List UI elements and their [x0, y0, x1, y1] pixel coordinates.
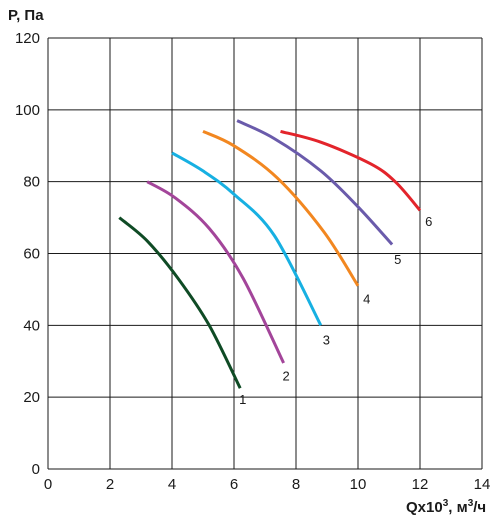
x-tick-label: 10	[350, 476, 367, 493]
curve-label-2: 2	[283, 369, 290, 384]
series-line-6	[280, 129, 422, 212]
x-axis-title-unit-exp: 3	[468, 498, 474, 509]
y-tick-label: 40	[23, 317, 40, 334]
series-line-4	[202, 130, 360, 287]
series	[118, 119, 422, 389]
series-line-2	[146, 180, 285, 364]
grid	[47, 37, 483, 470]
x-tick-label: 4	[168, 476, 176, 493]
y-axis-title: P, Па	[8, 7, 44, 24]
x-axis-title: Qx103, м3/ч	[406, 498, 486, 516]
curve-label-4: 4	[363, 291, 370, 306]
x-tick-label: 2	[106, 476, 114, 493]
x-tick-label: 14	[474, 476, 491, 493]
curve-label-3: 3	[323, 333, 330, 348]
curve-label-1: 1	[239, 392, 246, 407]
y-tick-label: 0	[32, 461, 40, 478]
x-axis-title-unit-suffix: /ч	[473, 499, 486, 516]
y-tick-label: 100	[15, 102, 40, 119]
x-tick-label: 12	[412, 476, 429, 493]
x-axis-title-unit-prefix: , м	[448, 499, 467, 516]
series-line-1	[118, 216, 242, 389]
series-line-5	[236, 119, 394, 246]
curve-label-5: 5	[394, 252, 401, 267]
y-tick-label: 20	[23, 389, 40, 406]
x-axis-title-base: Qx10	[406, 499, 443, 516]
curve-labels: 1 2 3 4 5 6	[239, 214, 432, 407]
y-tick-label: 80	[23, 174, 40, 191]
series-line-3	[171, 151, 323, 326]
x-tick-label: 6	[230, 476, 238, 493]
y-tick-label: 60	[23, 246, 40, 263]
x-tick-label: 8	[292, 476, 300, 493]
x-tick-label: 0	[44, 476, 52, 493]
y-tick-label: 120	[15, 30, 40, 47]
x-axis-title-exp: 3	[443, 498, 449, 509]
curve-label-6: 6	[425, 214, 432, 229]
